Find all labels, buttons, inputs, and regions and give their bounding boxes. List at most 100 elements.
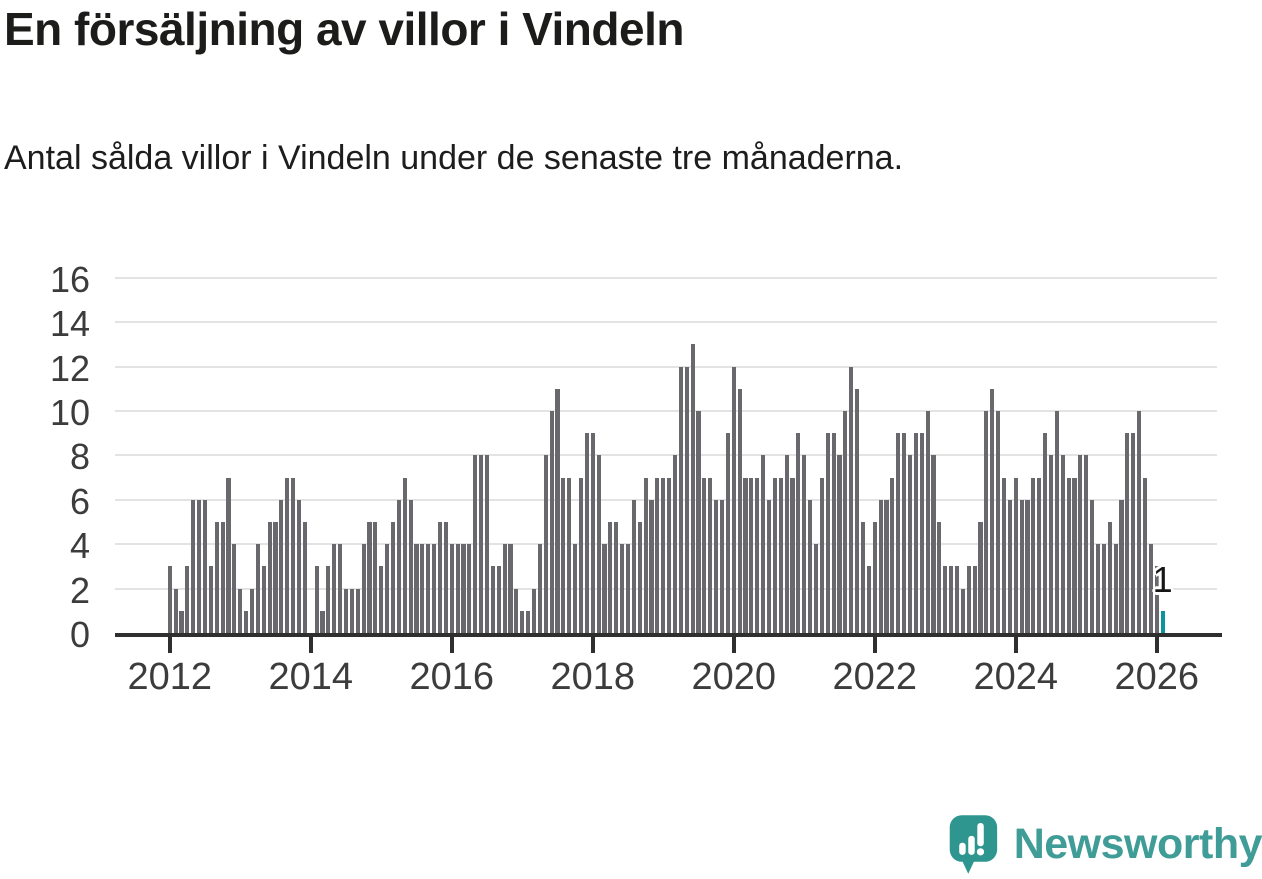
bar: [1131, 433, 1136, 633]
bar: [449, 544, 454, 633]
y-axis-label: 12: [49, 347, 90, 389]
y-axis-label: 4: [69, 525, 90, 567]
bar: [614, 522, 619, 633]
bar: [1043, 433, 1048, 633]
bar: [984, 411, 989, 633]
bar: [684, 366, 689, 633]
bar: [1013, 477, 1018, 633]
bar: [179, 610, 184, 633]
bar: [496, 566, 501, 633]
bar: [238, 588, 243, 633]
bar: [1025, 499, 1030, 633]
bar: [361, 544, 366, 633]
bar: [343, 588, 349, 633]
x-axis-label: 2016: [409, 656, 495, 698]
bar: [167, 566, 172, 633]
gridline: [115, 276, 1217, 279]
bar: [1001, 477, 1007, 633]
bar: [802, 455, 807, 633]
bar: [778, 477, 783, 633]
bar: [1078, 455, 1083, 633]
bar: [490, 566, 495, 633]
bar: [872, 522, 877, 633]
bar: [173, 588, 178, 633]
bar: [355, 588, 360, 633]
bar: [1084, 455, 1089, 633]
bar: [214, 522, 219, 633]
bar: [661, 477, 666, 633]
bar: [860, 522, 866, 633]
bar: [185, 566, 190, 633]
bar: [467, 544, 472, 633]
newsworthy-logo: Newsworthy: [948, 810, 1262, 879]
bar: [708, 477, 713, 633]
gridline: [115, 587, 1217, 590]
bar: [1113, 544, 1118, 633]
bar: [526, 610, 531, 633]
bar: [925, 411, 930, 633]
bar: [855, 388, 860, 633]
bar: [1090, 499, 1095, 633]
bar: [1048, 455, 1054, 633]
bar: [226, 477, 231, 633]
bar: [725, 433, 730, 633]
x-axis-label: 2018: [550, 656, 636, 698]
bar: [1054, 411, 1059, 633]
bar: [1101, 544, 1106, 633]
bar: [320, 610, 325, 633]
bar: [367, 522, 372, 633]
bar: [784, 455, 789, 633]
y-axis-label: 14: [49, 303, 90, 345]
bar: [896, 433, 901, 633]
bar: [443, 522, 448, 633]
bar: [349, 588, 354, 633]
bar: [479, 455, 484, 633]
bar: [702, 477, 707, 633]
bar: [890, 477, 895, 633]
bar: [296, 499, 302, 633]
bar: [261, 566, 266, 633]
x-axis-tick: [1154, 633, 1159, 653]
bar: [714, 499, 719, 633]
x-axis-tick: [1013, 633, 1018, 653]
bar: [825, 433, 830, 633]
bar: [291, 477, 296, 633]
bar: [978, 522, 983, 633]
bar: [390, 522, 396, 633]
bar: [332, 544, 337, 633]
x-axis-label: 2026: [1114, 656, 1200, 698]
bar: [949, 566, 954, 633]
bar: [232, 544, 237, 633]
gridline: [115, 321, 1217, 324]
gridline: [115, 454, 1217, 457]
bar: [432, 544, 437, 633]
highlighted-bar: [1160, 610, 1165, 633]
bar: [813, 544, 819, 633]
bar: [755, 477, 760, 633]
bar: [461, 544, 466, 633]
bar: [637, 522, 642, 633]
gridline: [115, 543, 1217, 546]
bar: [672, 455, 678, 633]
bar: [1037, 477, 1042, 633]
bar: [966, 566, 971, 633]
bar: [1066, 477, 1071, 633]
chart-subtitle: Antal sålda villor i Vindeln under de se…: [4, 139, 904, 177]
bar: [1119, 499, 1124, 633]
bar: [620, 544, 625, 633]
bar: [473, 455, 478, 633]
bar: [996, 411, 1001, 633]
bar: [220, 522, 225, 633]
x-axis-tick: [308, 633, 313, 653]
bar: [690, 344, 695, 633]
bar: [437, 522, 443, 633]
bar: [520, 610, 525, 633]
y-axis-label: 10: [49, 392, 90, 433]
bar: [285, 477, 290, 633]
gridline: [115, 410, 1217, 412]
bar: [913, 433, 918, 633]
bar: [1125, 433, 1130, 633]
x-axis-label: 2022: [832, 656, 918, 698]
bar: [849, 366, 854, 633]
bar: [655, 477, 660, 633]
